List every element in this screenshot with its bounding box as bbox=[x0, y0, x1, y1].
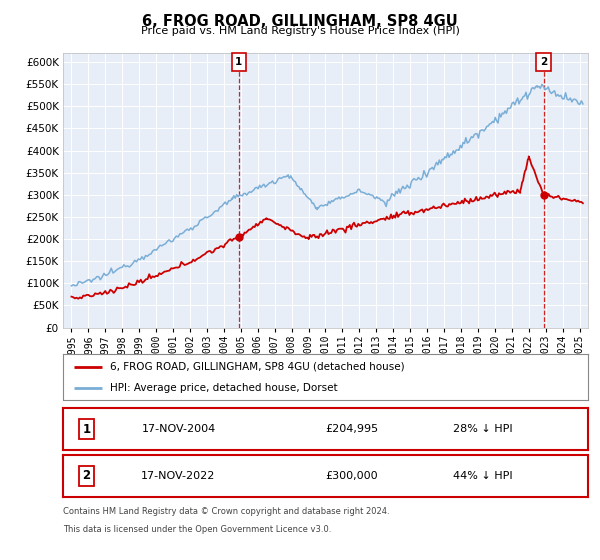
Text: £300,000: £300,000 bbox=[325, 471, 378, 480]
Text: Contains HM Land Registry data © Crown copyright and database right 2024.: Contains HM Land Registry data © Crown c… bbox=[63, 507, 389, 516]
Text: 44% ↓ HPI: 44% ↓ HPI bbox=[453, 471, 513, 480]
Text: HPI: Average price, detached house, Dorset: HPI: Average price, detached house, Dors… bbox=[110, 383, 338, 393]
Text: This data is licensed under the Open Government Licence v3.0.: This data is licensed under the Open Gov… bbox=[63, 525, 331, 534]
Text: 6, FROG ROAD, GILLINGHAM, SP8 4GU: 6, FROG ROAD, GILLINGHAM, SP8 4GU bbox=[142, 14, 458, 29]
Text: 17-NOV-2004: 17-NOV-2004 bbox=[142, 424, 215, 434]
Text: Price paid vs. HM Land Registry's House Price Index (HPI): Price paid vs. HM Land Registry's House … bbox=[140, 26, 460, 36]
Text: 6, FROG ROAD, GILLINGHAM, SP8 4GU (detached house): 6, FROG ROAD, GILLINGHAM, SP8 4GU (detac… bbox=[110, 362, 405, 372]
Text: 2: 2 bbox=[540, 57, 547, 67]
Text: 17-NOV-2022: 17-NOV-2022 bbox=[142, 471, 215, 480]
Text: 1: 1 bbox=[83, 423, 91, 436]
Text: £204,995: £204,995 bbox=[325, 424, 379, 434]
Text: 28% ↓ HPI: 28% ↓ HPI bbox=[453, 424, 513, 434]
Text: 1: 1 bbox=[235, 57, 242, 67]
Text: 2: 2 bbox=[83, 469, 91, 482]
